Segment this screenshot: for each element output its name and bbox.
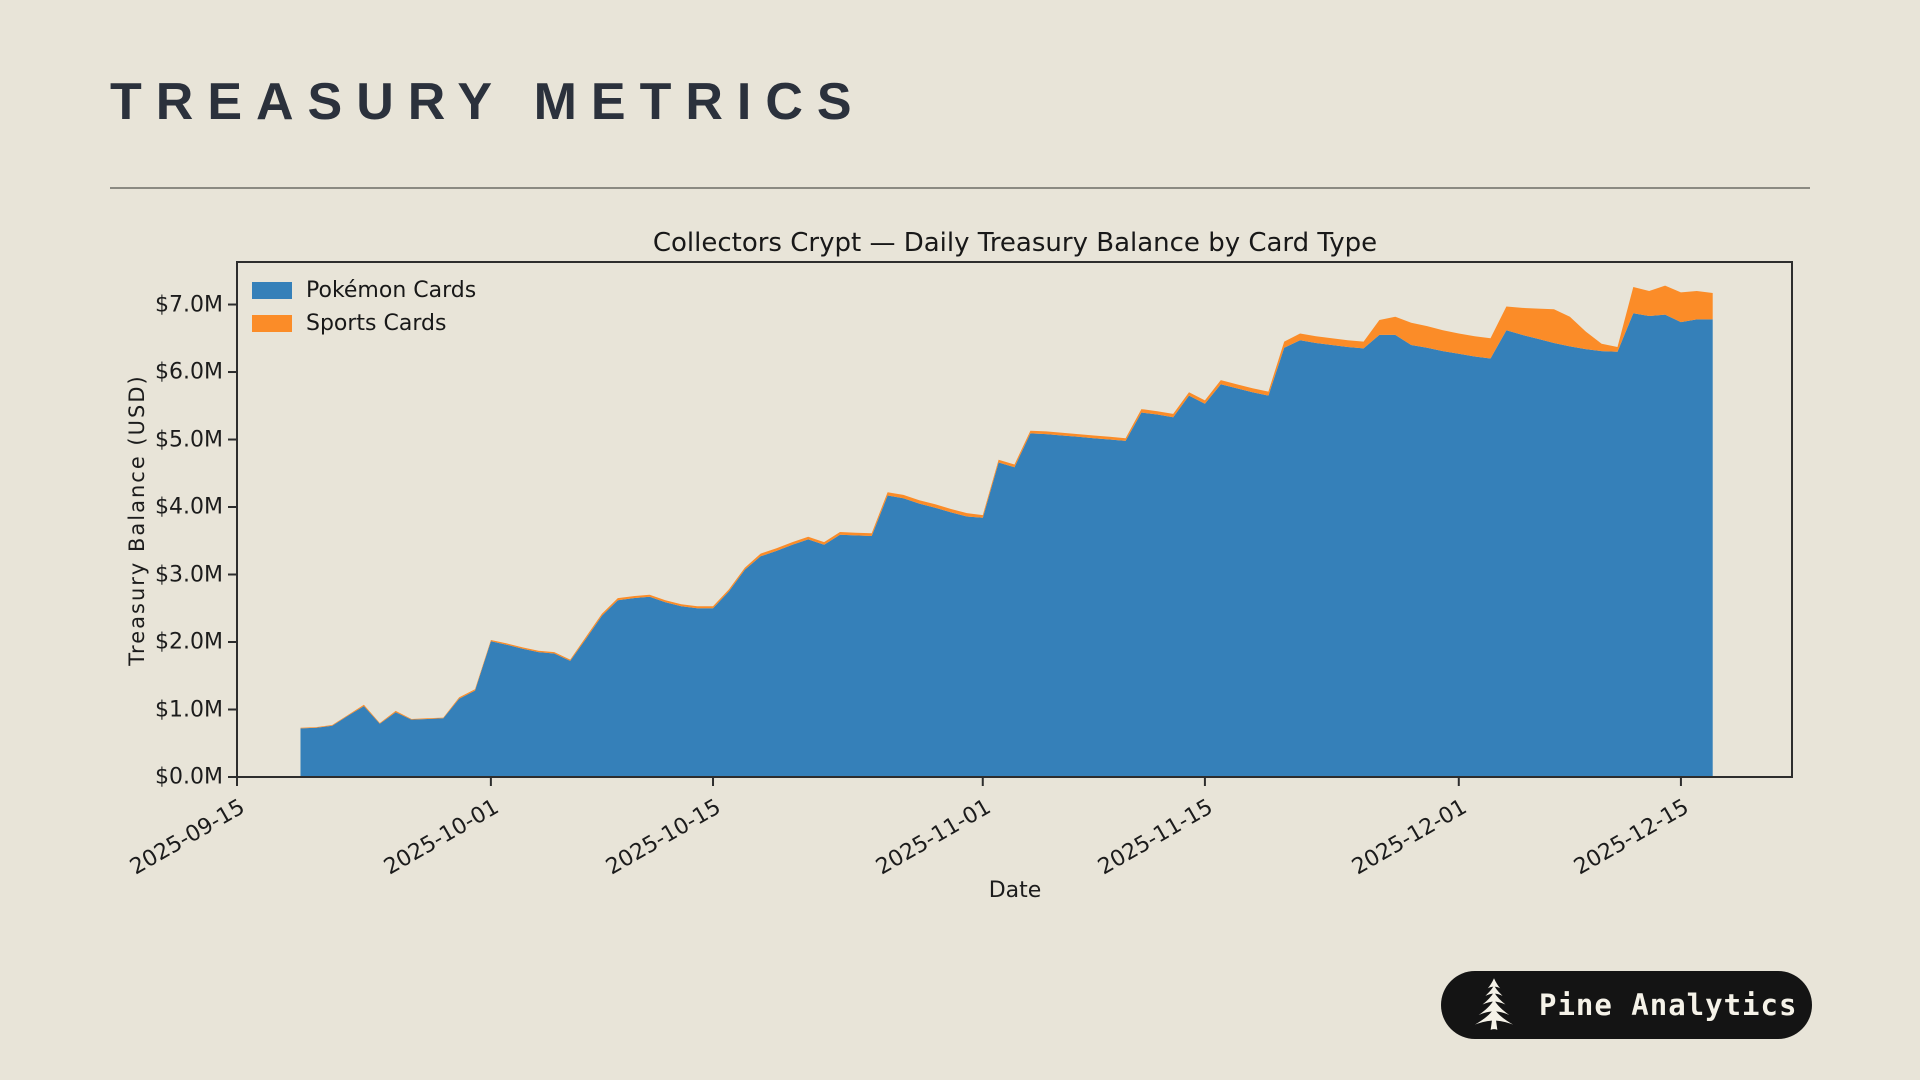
area-sports-cards	[300, 285, 1713, 729]
y-axis-label: Treasury Balance (USD)	[125, 374, 149, 666]
legend-label-pokemon-cards: Pokémon Cards	[306, 278, 477, 303]
axes-border	[236, 261, 1793, 778]
pine-analytics-badge: Pine Analytics	[1441, 971, 1812, 1039]
y-tick-label: $2.0M	[155, 629, 223, 655]
legend-label-sports-cards: Sports Cards	[306, 311, 447, 336]
chart-title: Collectors Crypt — Daily Treasury Balanc…	[652, 228, 1378, 258]
x-axis-label: Date	[988, 878, 1042, 903]
page-title: TREASURY METRICS	[110, 73, 866, 131]
y-tick-label: $7.0M	[155, 292, 223, 318]
y-tick-label: $5.0M	[155, 427, 223, 453]
legend-item-pokemon-cards: Pokémon Cards	[252, 278, 476, 303]
y-tick-label: $0.0M	[155, 764, 223, 790]
y-tick-label: $1.0M	[155, 697, 223, 722]
y-tick-label: $4.0M	[155, 494, 223, 520]
legend-swatch-pokemon-cards	[252, 282, 292, 299]
legend: Pokémon Cards Sports Cards	[252, 278, 476, 336]
pine-tree-icon	[1474, 978, 1514, 1030]
y-tick-label: $3.0M	[155, 562, 223, 587]
area-pokemon-cards	[300, 313, 1713, 777]
legend-swatch-sports-cards	[252, 315, 292, 332]
header-divider	[110, 187, 1810, 189]
y-tick-label: $6.0M	[155, 359, 223, 385]
legend-item-sports-cards: Sports Cards	[252, 311, 476, 336]
badge-label: Pine Analytics	[1539, 988, 1798, 1022]
